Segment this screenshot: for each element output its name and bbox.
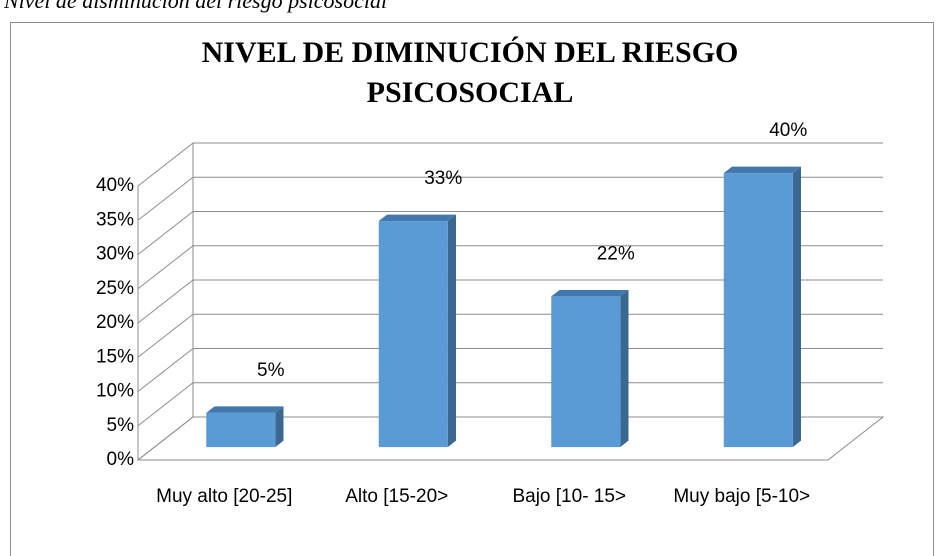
chart-frame — [10, 22, 934, 556]
y-tick-label: 35% — [96, 209, 134, 230]
caption: Nivel de disminución del riesgo psicosoc… — [4, 0, 388, 13]
bar-top — [551, 289, 629, 297]
x-tick-label: Muy alto [20-25] — [156, 486, 293, 507]
grid-line — [137, 279, 883, 324]
bar — [378, 221, 448, 448]
bar-side — [275, 406, 284, 448]
bar-top — [723, 166, 801, 174]
grid-line — [137, 416, 883, 461]
bar-side — [792, 166, 801, 448]
chart-title: NIVEL DE DIMINUCIÓN DEL RIESGO PSICOSOCI… — [201, 36, 739, 109]
y-tick-label: 15% — [96, 346, 134, 367]
bar-top — [206, 406, 284, 413]
y-tick-label: 25% — [96, 278, 134, 299]
grid-line — [137, 382, 883, 427]
bar-side — [447, 214, 456, 448]
x-tick-label: Bajo [10- 15> — [512, 486, 627, 507]
y-tick-label: 40% — [96, 175, 134, 196]
bar — [551, 296, 621, 448]
value-label: 22% — [597, 243, 635, 264]
bar-side — [620, 289, 629, 448]
x-tick-label: Muy bajo [5-10> — [673, 486, 811, 507]
bar — [206, 412, 276, 448]
y-tick-label: 0% — [107, 449, 135, 470]
grid-line — [137, 245, 883, 290]
y-tick-label: 30% — [96, 244, 134, 265]
grid-line — [137, 211, 883, 255]
y-tick-label: 10% — [96, 381, 134, 402]
grid-line — [137, 313, 883, 358]
x-tick-label: Alto [15-20> — [345, 486, 449, 507]
grid-line — [137, 142, 883, 187]
grid-line — [137, 176, 883, 221]
bar — [723, 173, 793, 448]
value-label: 33% — [424, 168, 462, 189]
y-tick-label: 20% — [96, 312, 134, 333]
value-label: 5% — [257, 360, 285, 381]
value-label: 40% — [769, 120, 807, 141]
y-tick-label: 5% — [107, 415, 135, 436]
grid-line — [137, 348, 883, 392]
bar-top — [378, 214, 456, 222]
